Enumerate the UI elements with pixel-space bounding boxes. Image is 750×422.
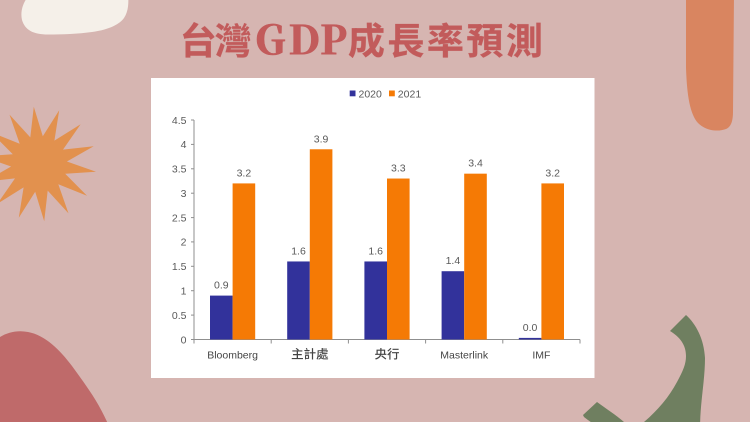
svg-text:3.2: 3.2 xyxy=(545,167,560,179)
svg-text:0.9: 0.9 xyxy=(214,280,229,292)
svg-text:2020: 2020 xyxy=(359,89,383,101)
svg-text:Bloomberg: Bloomberg xyxy=(207,350,258,362)
svg-text:3.4: 3.4 xyxy=(468,158,483,170)
svg-text:2.5: 2.5 xyxy=(172,212,187,224)
svg-text:0: 0 xyxy=(181,334,187,346)
svg-text:2: 2 xyxy=(181,237,187,249)
svg-text:2021: 2021 xyxy=(398,89,422,101)
svg-text:1.5: 1.5 xyxy=(172,261,187,273)
svg-text:0.5: 0.5 xyxy=(172,310,187,322)
svg-text:4: 4 xyxy=(181,139,187,151)
svg-text:3: 3 xyxy=(181,188,187,200)
svg-text:3.2: 3.2 xyxy=(237,167,252,179)
svg-text:3.5: 3.5 xyxy=(172,164,187,176)
svg-text:0.0: 0.0 xyxy=(523,322,538,334)
svg-text:3.9: 3.9 xyxy=(314,133,329,145)
svg-text:1.4: 1.4 xyxy=(446,255,461,267)
svg-text:1: 1 xyxy=(181,286,187,298)
svg-text:Masterlink: Masterlink xyxy=(440,350,489,362)
svg-text:1.6: 1.6 xyxy=(368,246,383,258)
svg-text:1.6: 1.6 xyxy=(291,246,306,258)
svg-text:3.3: 3.3 xyxy=(391,163,406,175)
svg-text:4.5: 4.5 xyxy=(172,115,187,127)
svg-text:IMF: IMF xyxy=(532,350,550,362)
